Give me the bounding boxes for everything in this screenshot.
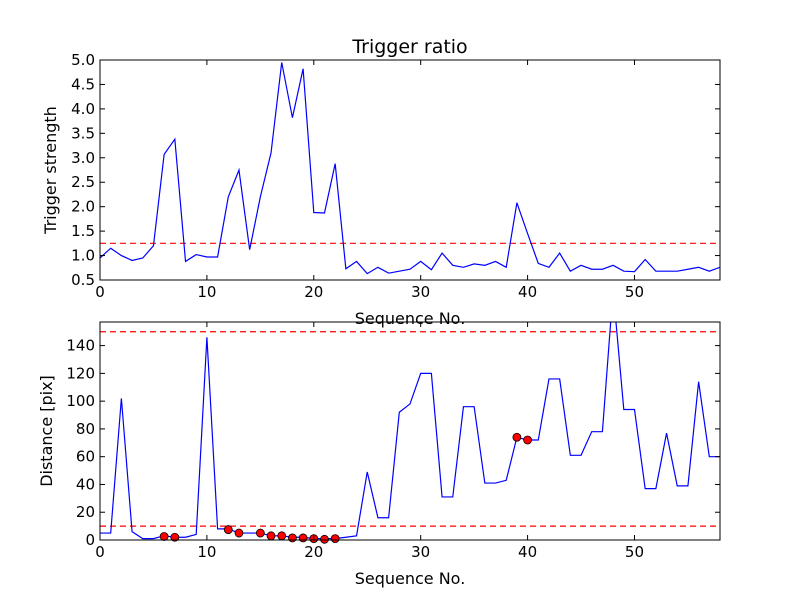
chart-bottom-marker-point bbox=[170, 532, 180, 542]
chart-bottom-marker-point bbox=[223, 525, 233, 534]
chart-top-y-label: Trigger strength bbox=[41, 106, 60, 235]
chart-bottom-y-tick-label: 0 bbox=[85, 531, 95, 549]
chart-top-title: Trigger ratio bbox=[351, 36, 467, 58]
chart-bottom-axes-frame bbox=[99, 321, 721, 541]
chart-bottom-y-label: Distance [pix] bbox=[37, 375, 56, 487]
chart-bottom-y-tick-label: 20 bbox=[76, 503, 95, 521]
chart-top: Trigger ratio 0 10 20 30 40 50 0.5 1.0 1.5 2.0 2.5… bbox=[41, 36, 721, 328]
chart-top-y-tick-label: 2.5 bbox=[71, 173, 95, 191]
chart-bottom-marker-point bbox=[288, 533, 297, 543]
chart-bottom-marker-point bbox=[523, 435, 532, 445]
chart-top-x-tick-label: 50 bbox=[625, 283, 644, 301]
chart-top-plot-area: 0 10 20 30 40 50 0.5 1.0 1.5 2.0 2.5 3.0 3.5 4.0 4.5 5.… bbox=[71, 51, 721, 301]
chart-top-y-tick-label: 3.0 bbox=[71, 149, 95, 167]
chart-top-x-label: Sequence No. bbox=[355, 309, 466, 328]
chart-top-y-tick-label: 0.5 bbox=[71, 271, 95, 289]
chart-top-axes-frame bbox=[99, 59, 721, 281]
chart-bottom-marker-point bbox=[298, 533, 308, 543]
chart-top-x-tick-label: 20 bbox=[304, 283, 323, 301]
chart-top-y-tick-label: 3.5 bbox=[71, 124, 95, 142]
chart-bottom-marker-point bbox=[159, 532, 169, 541]
chart-bottom-y-tick-label: 120 bbox=[66, 364, 95, 382]
chart-bottom-marker-point bbox=[234, 528, 244, 538]
chart-bottom: 0 10 20 30 40 50 0 20 40 60 80 100 120 140 Sequence N… bbox=[37, 321, 721, 588]
chart-top-y-tick-label: 4.5 bbox=[71, 75, 95, 93]
chart-bottom-x-tick-label: 40 bbox=[518, 543, 537, 561]
chart-bottom-y-tick-label: 140 bbox=[66, 337, 95, 355]
chart-top-y-tick-label: 4.0 bbox=[71, 100, 95, 118]
chart-bottom-marker-point bbox=[320, 534, 329, 544]
chart-top-x-tick-label: 10 bbox=[197, 283, 216, 301]
chart-bottom-marker-point bbox=[266, 531, 276, 541]
chart-bottom-plot-area: 0 10 20 30 40 50 0 20 40 60 80 100 120 140 bbox=[66, 321, 721, 561]
chart-bottom-series-line bbox=[100, 322, 720, 540]
chart-bottom-x-tick-label: 10 bbox=[197, 543, 216, 561]
chart-bottom-marker-point bbox=[255, 528, 265, 538]
chart-bottom-x-tick-label: 30 bbox=[411, 543, 430, 561]
chart-bottom-marker-point bbox=[277, 531, 287, 541]
chart-bottom-marker-point bbox=[512, 432, 522, 442]
chart-bottom-marker-point bbox=[330, 534, 340, 544]
chart-bottom-x-label: Sequence No. bbox=[355, 569, 466, 588]
chart-bottom-x-tick-label: 50 bbox=[625, 543, 644, 561]
chart-top-x-tick-label: 0 bbox=[95, 283, 105, 301]
chart-top-series-line bbox=[100, 62, 720, 275]
chart-top-x-tick-label: 40 bbox=[518, 283, 537, 301]
chart-bottom-y-tick-label: 60 bbox=[76, 448, 95, 466]
chart-top-y-tick-label: 2.0 bbox=[71, 198, 95, 216]
chart-top-y-tick-label: 1.5 bbox=[71, 222, 95, 240]
chart-top-y-tick-label: 1.0 bbox=[71, 247, 95, 265]
chart-bottom-clip-group bbox=[100, 322, 720, 540]
chart-bottom-y-tick-label: 40 bbox=[76, 475, 95, 493]
chart-bottom-x-tick-label: 20 bbox=[304, 543, 323, 561]
chart-top-y-tick-label: 5.0 bbox=[71, 51, 95, 69]
chart-top-clip-group bbox=[100, 62, 720, 275]
chart-top-x-tick-label: 30 bbox=[411, 283, 430, 301]
chart-bottom-y-tick-label: 100 bbox=[66, 392, 95, 410]
chart-bottom-y-tick-label: 80 bbox=[76, 420, 95, 438]
chart-bottom-x-tick-label: 0 bbox=[95, 543, 105, 561]
